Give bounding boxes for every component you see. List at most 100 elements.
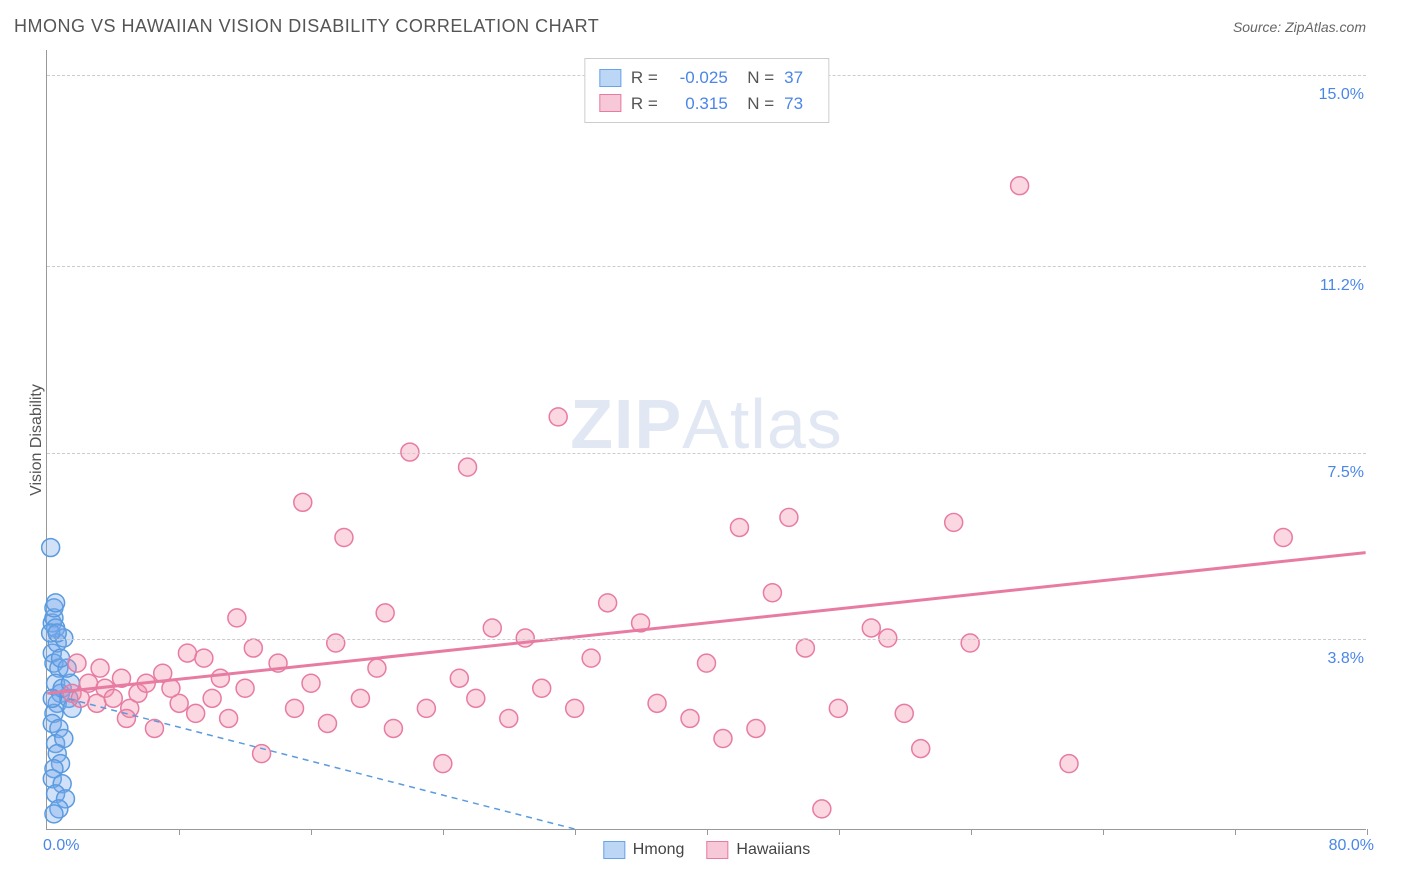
trend-line xyxy=(47,693,574,829)
data-point xyxy=(862,619,880,637)
data-point xyxy=(730,518,748,536)
data-point xyxy=(294,493,312,511)
data-point xyxy=(829,699,847,717)
data-point xyxy=(178,644,196,662)
data-point xyxy=(211,669,229,687)
y-tick-label: 7.5% xyxy=(1324,464,1368,482)
x-tick xyxy=(575,829,576,835)
data-point xyxy=(417,699,435,717)
data-point xyxy=(318,714,336,732)
x-tick xyxy=(1367,829,1368,835)
x-tick xyxy=(839,829,840,835)
data-point xyxy=(483,619,501,637)
data-point xyxy=(566,699,584,717)
legend-item: Hawaiians xyxy=(706,841,810,859)
y-tick-label: 3.8% xyxy=(1324,650,1368,668)
data-point xyxy=(599,594,617,612)
x-tick xyxy=(707,829,708,835)
legend-r-label: R = xyxy=(631,65,658,91)
header: HMONG VS HAWAIIAN VISION DISABILITY CORR… xyxy=(0,0,1406,45)
x-tick xyxy=(179,829,180,835)
data-point xyxy=(335,529,353,547)
data-point xyxy=(187,704,205,722)
data-point xyxy=(302,674,320,692)
data-point xyxy=(648,694,666,712)
data-point xyxy=(244,639,262,657)
x-tick xyxy=(443,829,444,835)
gridline xyxy=(47,639,1366,640)
scatter-svg xyxy=(47,50,1366,829)
data-point xyxy=(1060,755,1078,773)
x-origin-label: 0.0% xyxy=(43,837,79,855)
data-point xyxy=(467,689,485,707)
data-point xyxy=(117,709,135,727)
data-point xyxy=(698,654,716,672)
correlation-legend: R = -0.025 N = 37 R = 0.315 N = 73 xyxy=(584,58,829,123)
y-tick-label: 11.2% xyxy=(1316,277,1368,295)
data-point xyxy=(533,679,551,697)
data-point xyxy=(376,604,394,622)
legend-row: R = 0.315 N = 73 xyxy=(599,91,814,117)
data-point xyxy=(52,649,70,667)
data-point xyxy=(45,805,63,823)
data-point xyxy=(912,740,930,758)
data-point xyxy=(42,539,60,557)
data-point xyxy=(47,594,65,612)
data-point xyxy=(228,609,246,627)
legend-r-value: 0.315 xyxy=(668,91,728,117)
source-attribution: Source: ZipAtlas.com xyxy=(1233,19,1366,35)
data-point xyxy=(104,689,122,707)
data-point xyxy=(286,699,304,717)
data-point xyxy=(747,719,765,737)
x-tick xyxy=(1103,829,1104,835)
data-point xyxy=(796,639,814,657)
data-point xyxy=(368,659,386,677)
data-point xyxy=(145,719,163,737)
data-point xyxy=(68,654,86,672)
legend-item: Hmong xyxy=(603,841,685,859)
plot-area: Vision Disability ZIPAtlas R = -0.025 N … xyxy=(46,50,1366,830)
legend-swatch xyxy=(603,841,625,859)
legend-swatch xyxy=(706,841,728,859)
legend-n-label: N = xyxy=(738,91,774,117)
data-point xyxy=(500,709,518,727)
legend-r-value: -0.025 xyxy=(668,65,728,91)
data-point xyxy=(780,508,798,526)
data-point xyxy=(582,649,600,667)
legend-label: Hmong xyxy=(633,841,685,859)
legend-r-label: R = xyxy=(631,91,658,117)
legend-swatch xyxy=(599,94,621,112)
data-point xyxy=(1011,177,1029,195)
data-point xyxy=(945,513,963,531)
legend-swatch xyxy=(599,69,621,87)
data-point xyxy=(253,745,271,763)
chart-title: HMONG VS HAWAIIAN VISION DISABILITY CORR… xyxy=(14,16,599,37)
data-point xyxy=(384,719,402,737)
data-point xyxy=(450,669,468,687)
data-point xyxy=(91,659,109,677)
data-point xyxy=(1274,529,1292,547)
x-tick xyxy=(971,829,972,835)
x-tick xyxy=(311,829,312,835)
data-point xyxy=(220,709,238,727)
data-point xyxy=(195,649,213,667)
data-point xyxy=(813,800,831,818)
data-point xyxy=(351,689,369,707)
data-point xyxy=(434,755,452,773)
data-point xyxy=(203,689,221,707)
data-point xyxy=(459,458,477,476)
legend-n-value: 73 xyxy=(784,91,814,117)
x-max-label: 80.0% xyxy=(1329,837,1374,855)
data-point xyxy=(714,730,732,748)
y-axis-label: Vision Disability xyxy=(28,384,46,496)
data-point xyxy=(549,408,567,426)
data-point xyxy=(961,634,979,652)
data-point xyxy=(327,634,345,652)
series-legend: Hmong Hawaiians xyxy=(603,841,810,859)
legend-label: Hawaiians xyxy=(736,841,810,859)
data-point xyxy=(895,704,913,722)
gridline xyxy=(47,266,1366,267)
legend-n-value: 37 xyxy=(784,65,814,91)
data-point xyxy=(681,709,699,727)
legend-n-label: N = xyxy=(738,65,774,91)
